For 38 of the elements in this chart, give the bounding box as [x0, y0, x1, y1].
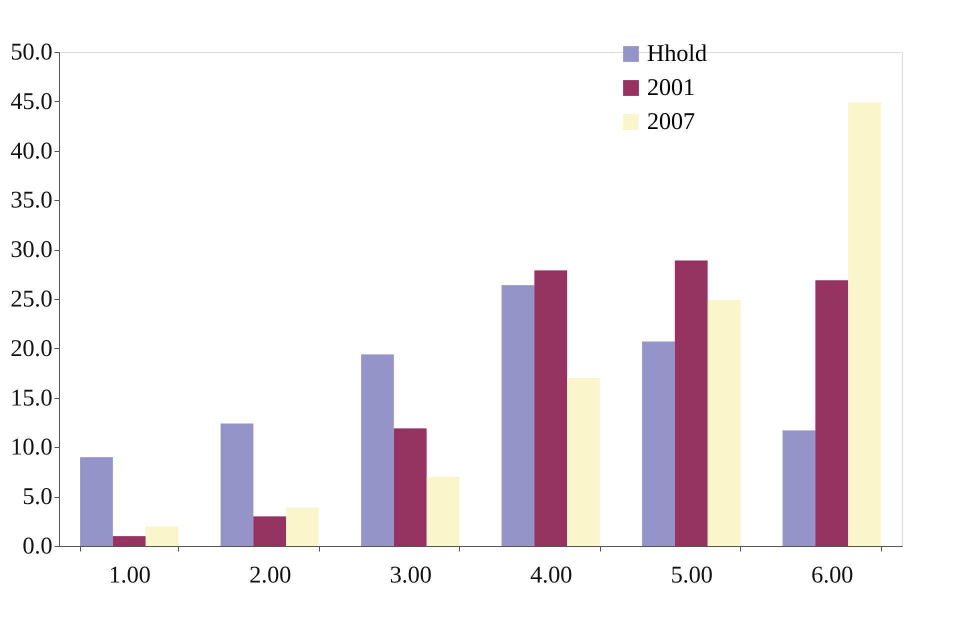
y-tick-label: 20.0 — [10, 336, 52, 362]
x-tick-label: 3.00 — [390, 562, 432, 588]
bar — [534, 270, 568, 546]
y-tick-label: 25.0 — [10, 286, 52, 312]
x-tick-label: 4.00 — [530, 562, 572, 588]
bar — [708, 300, 740, 546]
y-tick-label: 45.0 — [10, 88, 52, 115]
x-tick-label: 5.00 — [670, 562, 713, 588]
legend-label: Hhold — [647, 41, 707, 67]
y-tick-label: 40.0 — [10, 138, 52, 164]
bar — [782, 430, 816, 546]
legend-label: 2007 — [647, 109, 695, 135]
y-tick-label: 0.0 — [22, 534, 52, 560]
x-tick-label: 2.00 — [249, 562, 292, 588]
y-tick-label: 30.0 — [10, 237, 52, 264]
bar — [502, 285, 534, 546]
bar — [848, 102, 881, 546]
bar — [642, 341, 675, 546]
y-tick-label: 5.0 — [22, 484, 52, 510]
y-tick-label: 50.0 — [10, 40, 52, 66]
x-tick-label: 1.00 — [108, 562, 151, 588]
bar — [567, 378, 600, 546]
y-tick-label: 10.0 — [10, 434, 52, 461]
bar — [286, 507, 319, 546]
y-tick-label: 35.0 — [10, 188, 52, 214]
bar — [146, 526, 178, 546]
bar — [361, 354, 394, 546]
bar — [80, 457, 113, 546]
bar — [426, 476, 460, 546]
bar — [253, 516, 286, 546]
bar — [220, 423, 254, 546]
bar — [815, 280, 848, 546]
y-tick-label: 15.0 — [10, 385, 52, 412]
bar — [674, 260, 708, 546]
bar — [112, 536, 146, 546]
bar — [394, 428, 427, 546]
x-tick-label: 6.00 — [811, 562, 854, 588]
legend-label: 2001 — [647, 75, 695, 101]
